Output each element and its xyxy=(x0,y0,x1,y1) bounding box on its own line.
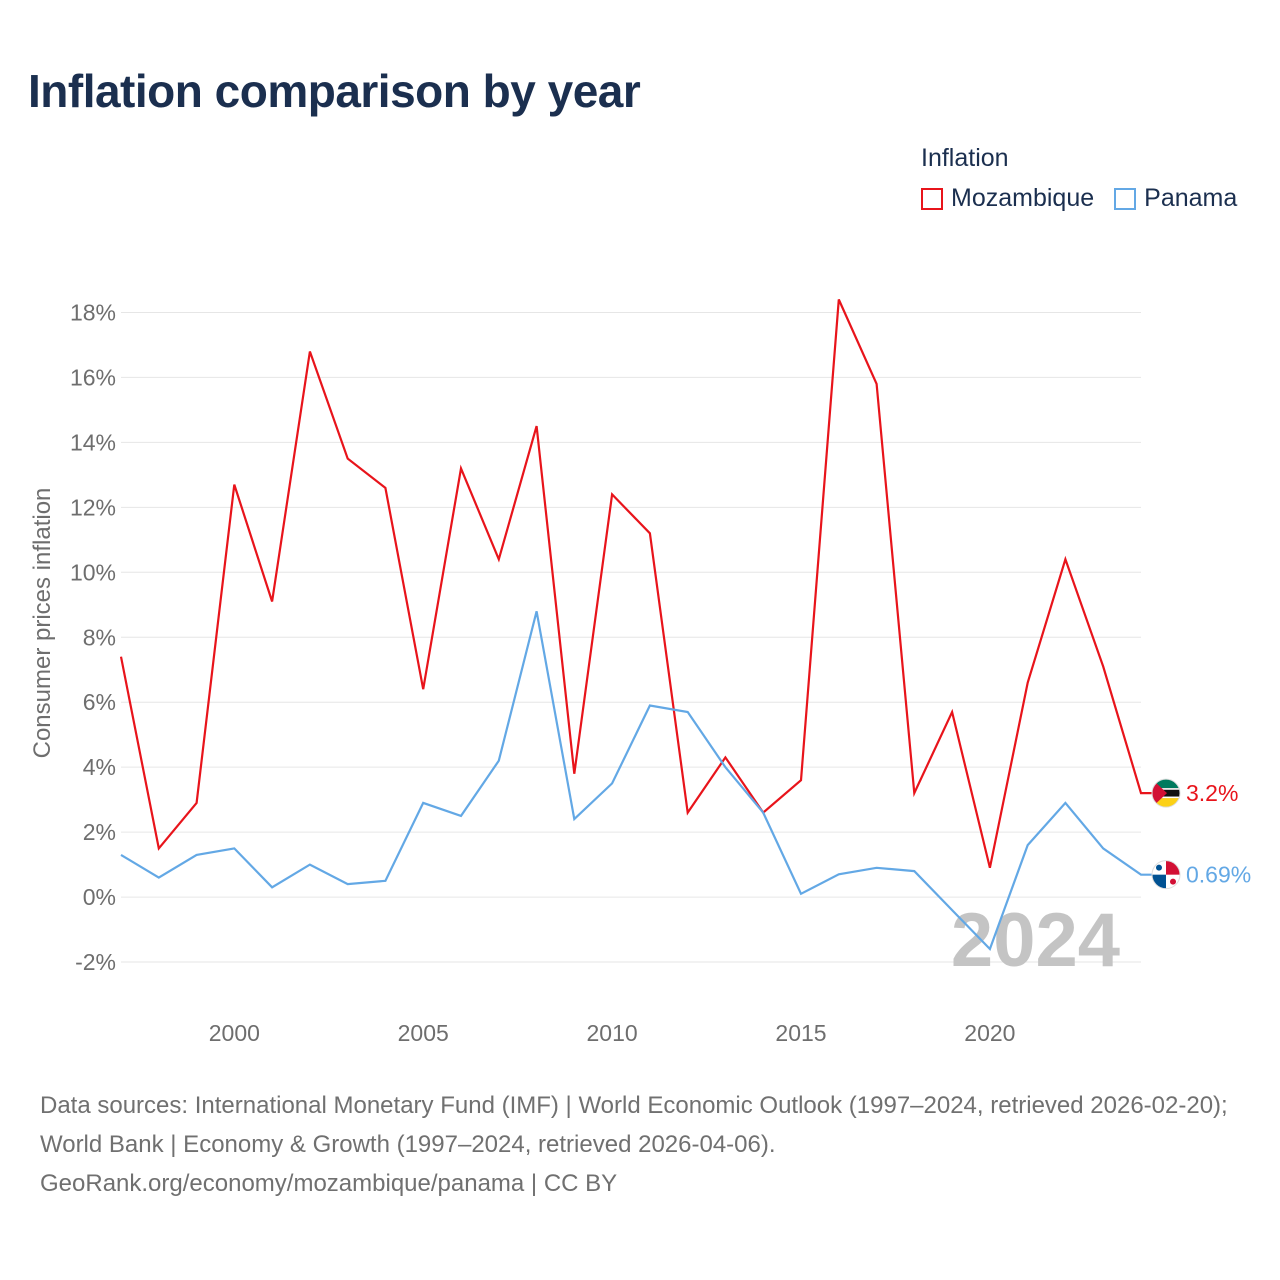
series-line-mozambique xyxy=(119,299,1153,869)
mozambique-flag-icon xyxy=(1151,778,1181,808)
x-tick-labels: 2000 2005 2010 2015 2020 xyxy=(209,1020,1016,1046)
source-link[interactable]: GeoRank.org/economy/mozambique/panama | … xyxy=(40,1170,618,1197)
year-watermark: 2024 xyxy=(951,898,1120,983)
y-tick-label: 14% xyxy=(70,429,116,455)
y-tick-label: 10% xyxy=(70,559,116,585)
end-labels: 3.2% 0.69% xyxy=(1151,778,1251,890)
legend-swatch-panama xyxy=(1114,187,1137,210)
chart-title: Inflation comparison by year xyxy=(28,65,641,117)
y-tick-label: 6% xyxy=(83,689,116,715)
y-tick-label: 0% xyxy=(83,884,116,910)
grid-layer xyxy=(121,311,1141,963)
y-tick-labels: -2% 0% 2% 4% 6% 8% 10% 12% 14% 16% 18% xyxy=(70,299,116,975)
x-tick-label: 2005 xyxy=(398,1020,449,1046)
y-tick-label: 8% xyxy=(83,624,116,650)
end-label-mozambique: 3.2% xyxy=(1186,780,1238,806)
legend-label-mozambique: Mozambique xyxy=(951,184,1095,212)
y-tick-label: 4% xyxy=(83,754,116,780)
legend: Mozambique Panama xyxy=(921,184,1257,213)
data-source-note: Data sources: International Monetary Fun… xyxy=(40,1086,1250,1203)
line-chart: 2024 -2%0%2%4%6%8%10%12%14%16%18% 2000 20… xyxy=(29,299,1251,1046)
y-tick-label: 2% xyxy=(83,819,116,845)
x-tick-label: 2020 xyxy=(964,1020,1015,1046)
x-tick-label: 2010 xyxy=(587,1020,638,1046)
panama-flag-icon xyxy=(1151,860,1181,890)
legend-label-panama: Panama xyxy=(1144,184,1238,212)
end-label-panama: 0.69% xyxy=(1186,862,1251,888)
y-tick-label: 16% xyxy=(70,364,116,390)
data-source-text: Data sources: International Monetary Fun… xyxy=(40,1092,1228,1158)
series-line-panama xyxy=(120,611,1153,952)
x-tick-label: 2015 xyxy=(775,1020,826,1046)
y-tick-label: -2% xyxy=(75,949,116,975)
y-tick-label: 18% xyxy=(70,299,116,325)
x-tick-label: 2000 xyxy=(209,1020,260,1046)
series-layer xyxy=(119,299,1153,952)
legend-item-mozambique[interactable]: Mozambique xyxy=(921,184,1094,213)
legend-item-panama[interactable]: Panama xyxy=(1114,184,1237,213)
legend-swatch-mozambique xyxy=(921,187,943,210)
y-axis-label: Consumer prices inflation xyxy=(29,488,56,759)
legend-title: Inflation xyxy=(921,144,1009,172)
y-tick-label: 12% xyxy=(70,494,116,520)
